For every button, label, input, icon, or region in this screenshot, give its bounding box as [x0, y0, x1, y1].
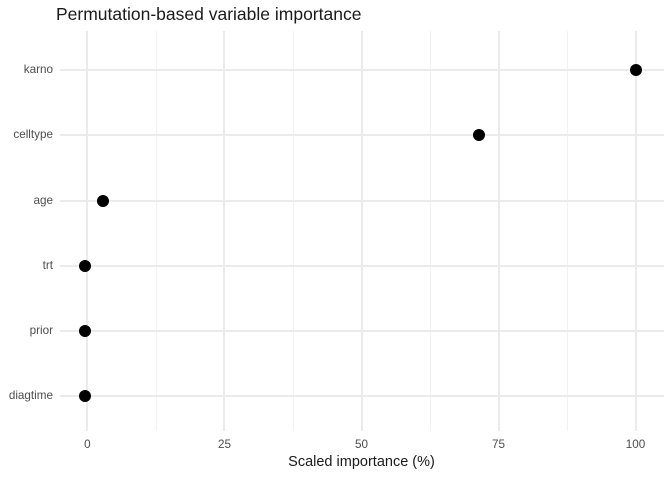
y-axis-label-karno: karno [23, 62, 53, 76]
x-axis-tick-label-0: 0 [84, 438, 91, 451]
x-axis-tick-label-50: 50 [354, 438, 369, 451]
x-axis-tick-label-25: 25 [217, 438, 231, 451]
x-axis-tick-label-75: 75 [492, 438, 506, 451]
gridline-vertical-minor [430, 31, 431, 431]
data-point-celltype [473, 129, 486, 142]
y-axis-label-celltype: celltype [13, 128, 53, 142]
gridline-horizontal-major [59, 134, 664, 137]
data-point-diagtime [79, 389, 92, 402]
y-axis-label-prior: prior [29, 323, 53, 337]
data-point-age [96, 194, 109, 207]
gridline-vertical-major [497, 31, 500, 431]
gridline-vertical-major [360, 31, 363, 431]
gridline-vertical-major [86, 31, 89, 431]
x-axis-tick-label-100: 100 [625, 438, 646, 451]
gridline-vertical-minor [567, 31, 569, 431]
gridline-horizontal-major [59, 264, 664, 267]
gridline-horizontal-major [59, 68, 664, 71]
gridline-vertical-major [634, 31, 637, 431]
data-point-prior [79, 324, 92, 337]
gridline-horizontal-major [59, 329, 664, 332]
y-axis-label-age: age [33, 193, 53, 207]
x-axis-title: Scaled importance (%) [288, 454, 435, 470]
data-point-trt [79, 259, 92, 272]
gridline-horizontal-major [59, 394, 664, 397]
gridline-vertical-minor [155, 31, 157, 431]
data-point-karno [629, 63, 642, 76]
gridline-vertical-major [223, 31, 226, 431]
y-axis-label-diagtime: diagtime [8, 388, 53, 402]
y-axis-label-trt: trt [42, 258, 53, 272]
gridline-vertical-minor [292, 31, 294, 431]
plot-panel [59, 31, 664, 431]
chart-title: Permutation-based variable importance [56, 4, 362, 24]
gridline-horizontal-major [59, 199, 664, 202]
